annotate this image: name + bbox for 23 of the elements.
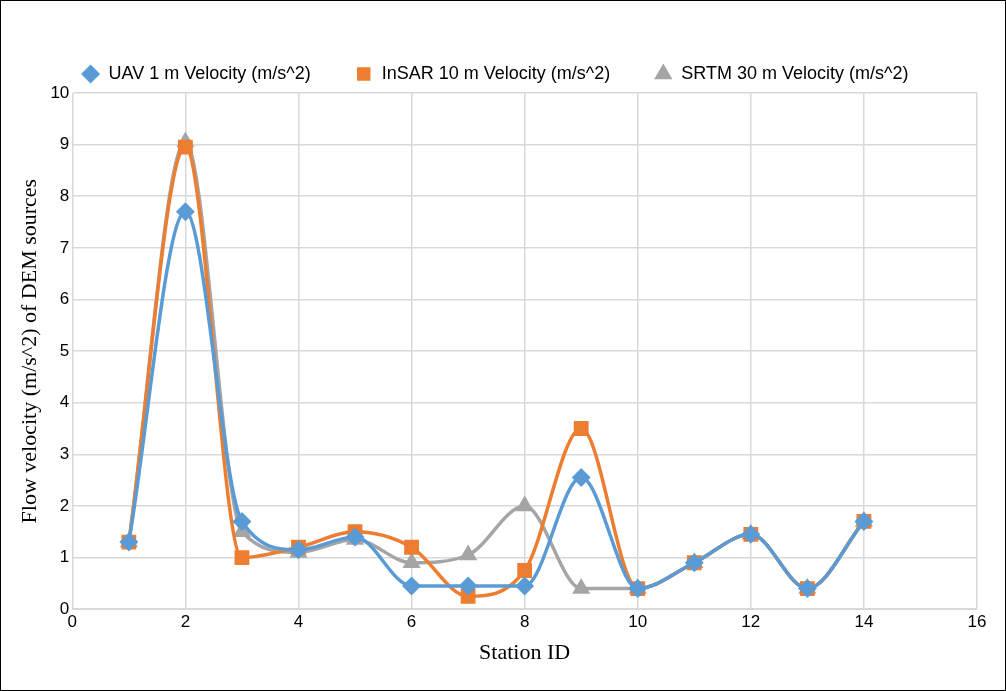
y-tick-label: 1 [59, 547, 70, 567]
x-tick-label: 12 [741, 612, 761, 632]
y-tick-label: 3 [59, 444, 70, 464]
x-tick-label: 4 [293, 612, 304, 632]
legend-label: UAV 1 m Velocity (m/s^2) [108, 62, 311, 83]
y-tick-label: 8 [59, 185, 70, 205]
x-tick-label: 6 [406, 612, 417, 632]
y-tick-label: 10 [50, 82, 70, 102]
y-tick-label: 7 [59, 237, 70, 257]
x-tick-label: 16 [967, 612, 987, 632]
x-tick-label: 10 [628, 612, 648, 632]
x-axis-title: Station ID [479, 638, 571, 664]
x-tick-label: 2 [180, 612, 191, 632]
x-tick-label: 14 [854, 612, 874, 632]
y-tick-label: 9 [59, 134, 70, 154]
y-axis-title: Flow velocity (m/s^2) of DEM sources [15, 178, 41, 524]
x-tick-label: 8 [519, 612, 530, 632]
y-tick-label: 4 [59, 392, 70, 412]
y-tick-label: 5 [59, 340, 70, 360]
legend-label: SRTM 30 m Velocity (m/s^2) [681, 62, 909, 83]
y-tick-label: 6 [59, 289, 70, 309]
legend-label: InSAR 10 m Velocity (m/s^2) [381, 62, 611, 83]
y-tick-label: 2 [59, 495, 70, 515]
